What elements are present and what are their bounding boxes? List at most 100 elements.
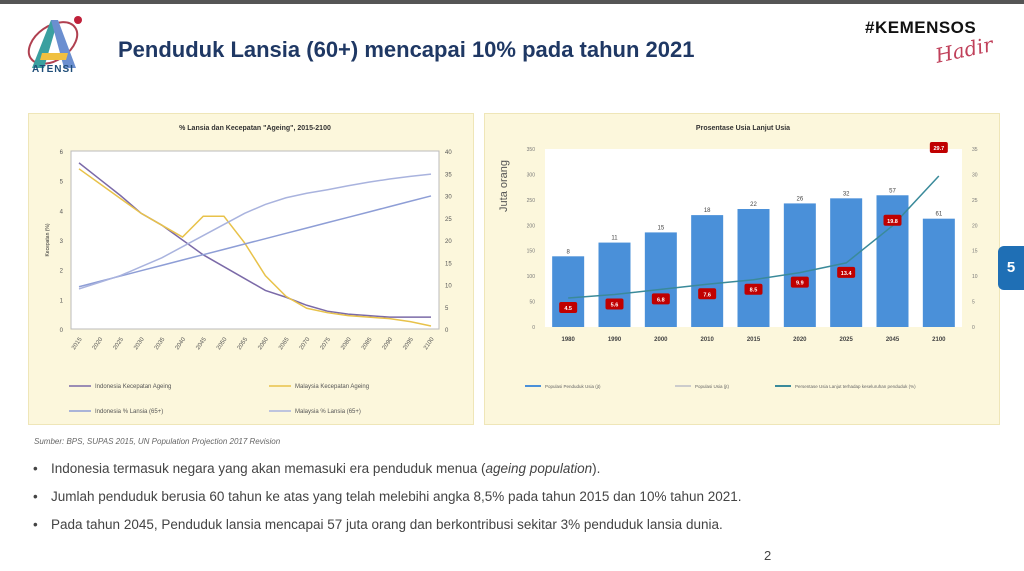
y-tick-label: 6 xyxy=(60,150,64,156)
x-tick-label: 2075 xyxy=(320,336,333,351)
brand-hashtag: #KEMENSOS xyxy=(865,18,977,37)
marker-label: 13.4 xyxy=(841,271,853,277)
y2-tick-label: 25 xyxy=(972,198,978,204)
data-marker xyxy=(744,283,763,295)
data-marker xyxy=(929,141,948,153)
x-tick-label: 2055 xyxy=(237,336,250,351)
y2-tick-label: 30 xyxy=(972,172,978,178)
y-tick-label: 4 xyxy=(60,209,64,215)
y-axis-label: Juta orang xyxy=(498,160,510,212)
data-marker xyxy=(698,288,717,300)
y2-tick-label: 25 xyxy=(445,217,452,223)
legend-label: Malaysia % Lansia (65+) xyxy=(295,409,361,415)
series-line xyxy=(78,195,432,288)
y2-tick-label: 0 xyxy=(972,325,975,331)
series-line xyxy=(78,173,432,290)
x-tick-label: 2045 xyxy=(195,336,208,351)
bullet-item: • Jumlah penduduk berusia 60 tahun ke ata… xyxy=(33,489,742,504)
data-marker xyxy=(605,298,624,310)
x-tick-label: 2100 xyxy=(932,337,946,343)
x-tick-label: 2020 xyxy=(793,337,807,343)
x-tick-label: 2080 xyxy=(340,336,353,351)
x-tick-label: 1980 xyxy=(561,337,575,343)
marker-label: 5.6 xyxy=(611,302,619,308)
marker-label: 6.8 xyxy=(657,297,665,303)
y-tick-label: 0 xyxy=(60,328,64,334)
x-tick-label: 1990 xyxy=(608,337,622,343)
legend-label: Malaysia Kecepatan Ageing xyxy=(295,384,369,390)
legend-label: Populasi Penduduk Usia (jt) xyxy=(545,384,601,389)
x-tick-label: 2100 xyxy=(423,336,436,351)
bar-label: 18 xyxy=(704,208,711,214)
y-tick-label: 5 xyxy=(60,180,64,186)
legend-label: Indonesia % Lansia (65+) xyxy=(95,409,163,415)
y2-tick-label: 0 xyxy=(445,328,449,334)
bullet-item: • Pada tahun 2045, Penduduk lansia mencap… xyxy=(33,517,723,532)
bar-label: 15 xyxy=(657,225,664,231)
marker-label: 19.8 xyxy=(887,219,898,225)
bar-label: 11 xyxy=(611,236,618,242)
bullet-text: Jumlah penduduk berusia 60 tahun ke atas… xyxy=(51,489,742,504)
y-tick-label: 1 xyxy=(60,298,64,304)
y-tick-label: 50 xyxy=(529,300,535,306)
x-tick-label: 2000 xyxy=(654,337,668,343)
y2-tick-label: 5 xyxy=(445,306,449,312)
y-tick-label: 2 xyxy=(60,269,64,275)
logo-text: ATENSI xyxy=(32,64,74,75)
elderly-bar-chart: Prosentase Usia Lanjut Usia0501001502002… xyxy=(498,125,978,389)
bar xyxy=(922,218,955,327)
y-tick-label: 150 xyxy=(527,249,536,255)
bullet-item: • Indonesia termasuk negara yang akan mem… xyxy=(33,461,601,476)
y2-tick-label: 15 xyxy=(972,249,978,255)
bar xyxy=(598,242,631,327)
bar xyxy=(737,209,770,327)
bullet-text-end: ). xyxy=(592,461,601,476)
bar xyxy=(552,256,585,327)
x-tick-label: 2015 xyxy=(71,336,84,351)
x-tick-label: 2065 xyxy=(278,336,291,351)
x-tick-label: 2070 xyxy=(299,336,312,351)
chart-title: Prosentase Usia Lanjut Usia xyxy=(696,125,790,132)
y2-tick-label: 30 xyxy=(445,195,452,201)
y-tick-label: 0 xyxy=(532,325,535,331)
x-tick-label: 2045 xyxy=(886,337,900,343)
data-marker xyxy=(651,293,670,305)
bar-label: 32 xyxy=(843,191,850,197)
y-tick-label: 3 xyxy=(60,239,64,245)
page-number: 2 xyxy=(764,548,772,563)
bullet-text: Pada tahun 2045, Penduduk lansia mencapa… xyxy=(51,517,723,532)
x-tick-label: 2015 xyxy=(747,337,761,343)
y2-tick-label: 35 xyxy=(972,147,978,153)
legend-label: Indonesia Kecepatan Ageing xyxy=(95,384,171,390)
x-tick-label: 2010 xyxy=(700,337,714,343)
data-marker xyxy=(790,276,809,288)
x-tick-label: 2060 xyxy=(257,336,270,351)
bar xyxy=(644,232,677,327)
right-chart-panel: Prosentase Usia Lanjut Usia 0 50 100 150 200 2… xyxy=(484,113,1000,425)
side-tab[interactable]: 5 xyxy=(998,246,1024,290)
x-tick-label: 2030 xyxy=(133,336,146,351)
y-tick-label: 300 xyxy=(527,172,536,178)
bar-label: 26 xyxy=(796,196,803,202)
bar-label: 57 xyxy=(889,188,896,194)
legend-label: Persentase Usia Lanjut terhadap keseluru… xyxy=(795,384,916,389)
x-tick-label: 2025 xyxy=(112,336,125,351)
x-tick-label: 2025 xyxy=(839,337,853,343)
slide-title: Penduduk Lansia (60+) mencapai 10% pada … xyxy=(118,37,695,62)
x-tick-label: 2090 xyxy=(382,336,395,351)
y-tick-label: 100 xyxy=(527,274,536,280)
x-tick-label: 2095 xyxy=(402,336,415,351)
bar-label: 61 xyxy=(935,212,942,218)
x-tick-label: 2085 xyxy=(361,336,374,351)
percentage-line xyxy=(568,175,940,299)
chart-title: % Lansia dan Kecepatan "Ageing", 2015-21… xyxy=(179,125,331,132)
y-axis-label: Kecepatan (%) xyxy=(45,223,51,256)
x-tick-label: 2035 xyxy=(154,336,167,351)
y2-tick-label: 40 xyxy=(445,150,452,156)
data-marker xyxy=(883,214,902,226)
y-tick-label: 200 xyxy=(527,223,536,229)
y2-tick-label: 5 xyxy=(972,300,975,306)
bullet-emphasis: ageing population xyxy=(485,461,593,476)
bullet-text: Indonesia termasuk negara yang akan mema… xyxy=(51,461,486,476)
y-tick-label: 350 xyxy=(527,147,536,153)
